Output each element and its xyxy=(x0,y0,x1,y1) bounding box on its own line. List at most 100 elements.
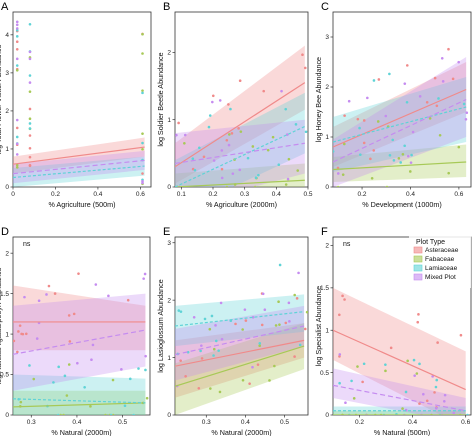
x-axis-label: % Natural (2000m) xyxy=(51,428,111,436)
data-point xyxy=(243,308,247,311)
data-point xyxy=(425,100,429,104)
data-point xyxy=(262,89,266,93)
data-point xyxy=(177,121,180,125)
data-point xyxy=(192,315,196,319)
fit-line-asteraceae xyxy=(333,88,467,148)
data-point xyxy=(293,293,296,297)
data-point xyxy=(417,313,420,316)
data-point xyxy=(397,157,401,160)
data-point xyxy=(303,327,307,331)
data-point xyxy=(141,52,144,55)
x-tick-label: 0.3 xyxy=(202,419,211,426)
data-point xyxy=(107,294,110,298)
data-point xyxy=(53,292,57,295)
data-point xyxy=(271,135,275,139)
data-point xyxy=(413,374,416,377)
data-point xyxy=(17,330,20,333)
data-point xyxy=(220,149,224,152)
data-point xyxy=(362,119,366,122)
data-point xyxy=(15,57,19,61)
ci-band-mixed-plot xyxy=(333,57,467,187)
data-point xyxy=(197,387,201,390)
data-point xyxy=(212,354,215,357)
data-point xyxy=(415,372,419,375)
data-point xyxy=(254,176,258,179)
data-point xyxy=(203,317,207,321)
ci-band-asteraceae xyxy=(333,62,467,167)
data-point xyxy=(141,141,144,145)
panel-D: 0.3 0.4 0.5 0 0.5 1 1.5 2 % Natural (2000m) log H… xyxy=(0,226,151,436)
x-tick-label: 0.4 xyxy=(241,419,250,426)
data-point xyxy=(277,300,280,304)
data-point xyxy=(451,77,455,81)
ci-band-asteraceae xyxy=(13,285,146,351)
data-point xyxy=(434,406,438,410)
data-point xyxy=(343,298,346,301)
data-point xyxy=(422,392,425,396)
x-tick-label: 0.6 xyxy=(454,191,463,198)
plot-content xyxy=(175,45,308,187)
data-point xyxy=(63,374,67,378)
data-point xyxy=(141,32,144,36)
data-point xyxy=(358,126,361,130)
ci-band-fabaceae xyxy=(175,323,305,415)
data-point xyxy=(15,64,19,67)
data-point xyxy=(67,363,71,366)
data-point xyxy=(238,79,242,82)
fit-line-mixed-plot xyxy=(13,159,145,175)
data-point xyxy=(211,100,214,104)
data-point xyxy=(179,359,182,362)
ci-band-asteraceae xyxy=(175,45,305,184)
y-tick-label: 1.5 xyxy=(320,285,329,292)
data-point xyxy=(286,177,290,181)
data-point xyxy=(227,103,230,106)
fit-line-lamiaceae xyxy=(175,125,306,187)
data-point xyxy=(304,130,308,134)
x-tick-label: 0.4 xyxy=(72,419,81,426)
data-point xyxy=(141,147,144,151)
data-point xyxy=(425,399,429,403)
data-point xyxy=(91,343,95,347)
data-point xyxy=(141,91,144,95)
data-point xyxy=(285,133,289,136)
data-point xyxy=(210,314,214,318)
data-point xyxy=(202,155,206,159)
data-point xyxy=(341,173,345,176)
legend-swatch xyxy=(413,264,423,272)
x-axis-label: % Agriculture (500m) xyxy=(48,200,115,209)
ci-band-fabaceae xyxy=(13,390,146,415)
data-point xyxy=(406,359,409,363)
data-point xyxy=(278,323,281,326)
data-point xyxy=(219,301,223,305)
data-point xyxy=(212,347,216,351)
data-point xyxy=(141,132,144,135)
data-point xyxy=(225,185,229,187)
data-point xyxy=(77,272,80,275)
data-point xyxy=(362,141,366,145)
legend-label: Fabaceae xyxy=(425,256,455,263)
fit-line-asteraceae xyxy=(175,339,305,367)
plot-area xyxy=(12,236,151,416)
data-point xyxy=(443,393,447,397)
data-point xyxy=(261,292,265,296)
data-point xyxy=(238,168,242,172)
data-point xyxy=(15,40,19,44)
y-tick-label: 1 xyxy=(325,134,329,141)
data-point xyxy=(338,355,341,358)
data-point xyxy=(436,341,439,344)
data-point xyxy=(434,385,438,389)
data-point xyxy=(344,401,347,404)
data-point xyxy=(343,114,346,117)
data-point xyxy=(200,357,204,360)
panel-letter: F xyxy=(321,226,328,238)
data-point xyxy=(28,155,32,159)
data-point xyxy=(305,310,308,314)
plot-content xyxy=(333,287,469,415)
x-tick-label: 0.3 xyxy=(27,419,36,426)
data-point xyxy=(15,153,19,156)
data-point xyxy=(342,142,346,146)
x-axis-label: % Natural (2000m) xyxy=(211,428,271,436)
data-point xyxy=(401,152,405,156)
data-point xyxy=(28,117,32,121)
legend-swatch xyxy=(413,273,423,281)
